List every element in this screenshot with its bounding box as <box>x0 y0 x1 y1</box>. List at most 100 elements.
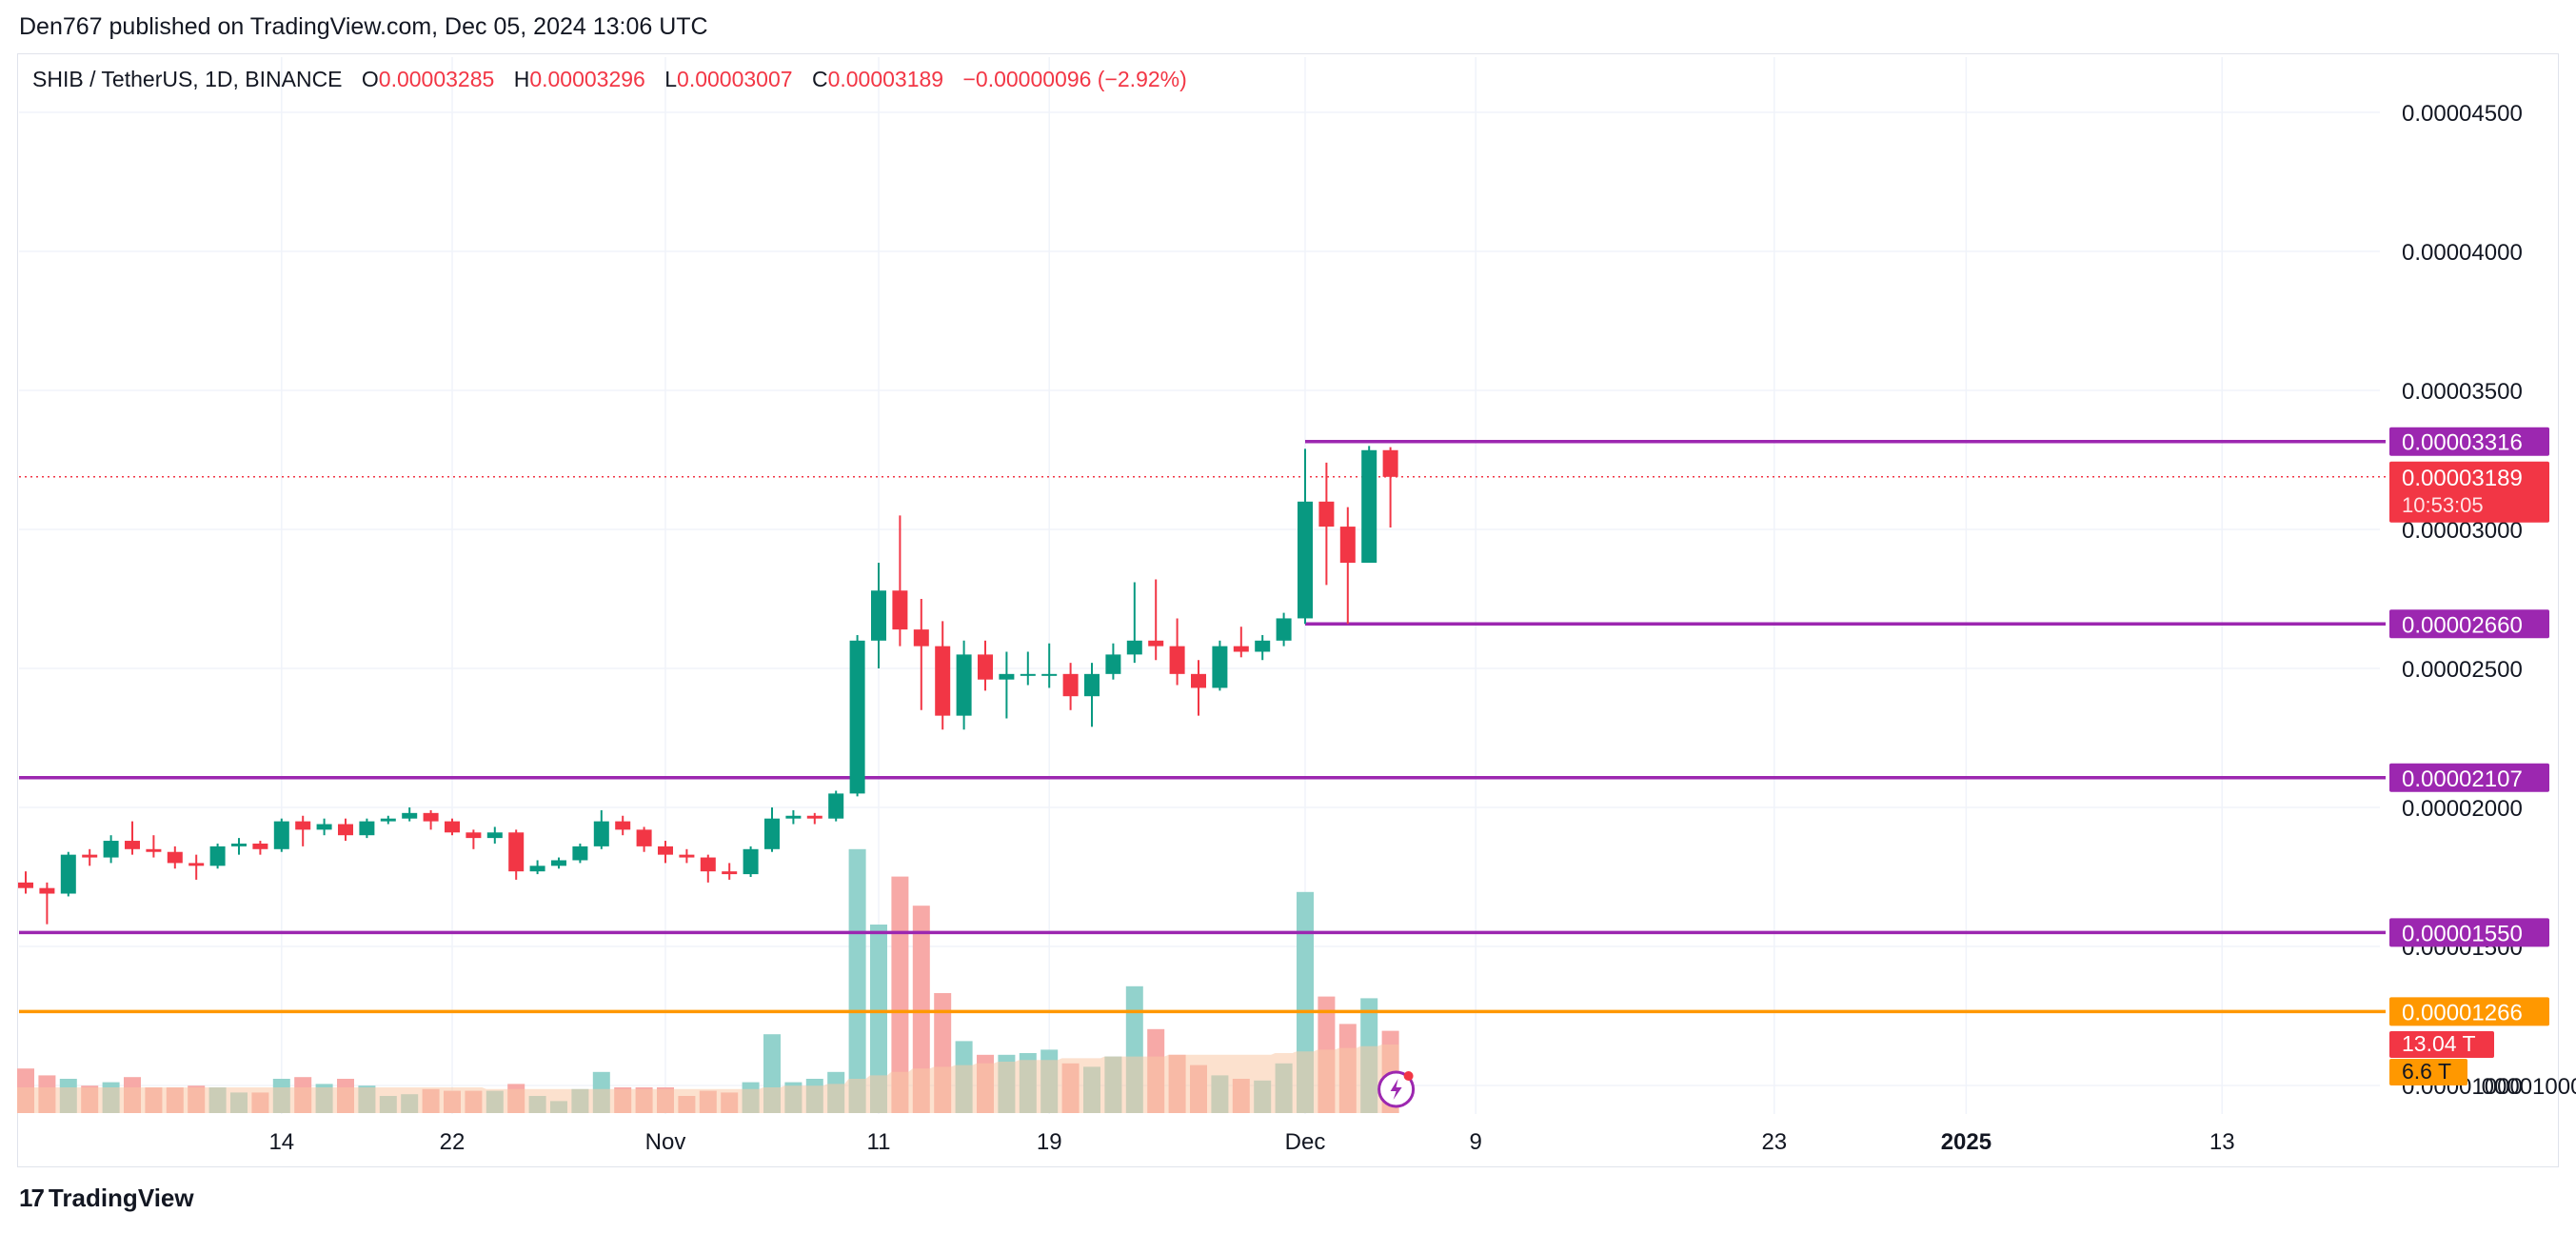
candle-body <box>1255 640 1271 652</box>
level-price-badge <box>2389 427 2549 456</box>
price-axis-label: 0.00003500 <box>2402 379 2523 405</box>
last-price-badge <box>2389 461 2549 523</box>
candle-body <box>1020 673 1036 676</box>
legend-change-value: −0.00000096 (−2.92%) <box>962 67 1187 91</box>
chart-frame[interactable] <box>17 53 2559 1167</box>
time-axis-label: 13 <box>2209 1129 2235 1155</box>
candle-body <box>402 812 418 819</box>
time-axis-label: 23 <box>1761 1129 1787 1155</box>
candle-body <box>743 848 759 875</box>
candle-body <box>508 832 525 872</box>
candle-body <box>572 846 588 861</box>
candle-body <box>316 824 332 830</box>
candle-body <box>978 654 993 680</box>
candle-body <box>273 821 289 849</box>
candle-body <box>1318 501 1335 527</box>
candle-body <box>1105 654 1121 674</box>
candle-body <box>252 843 268 849</box>
candle-body <box>167 851 183 864</box>
publisher-line: Den767 published on TradingView.com, Dec… <box>19 13 708 40</box>
candle-body <box>913 629 929 647</box>
lightning-bolt-icon <box>1390 1079 1402 1100</box>
tradingview-logo[interactable]: 17 TradingView <box>19 1184 194 1213</box>
volume-ma-area <box>17 1045 1399 1113</box>
time-axis-label: 19 <box>1037 1129 1062 1155</box>
time-axis-label: 2025 <box>1941 1129 1991 1155</box>
candle-body <box>486 832 503 839</box>
candle-body <box>529 866 545 872</box>
candle-body <box>380 818 396 822</box>
candle-body <box>722 871 738 875</box>
candle-body <box>1233 646 1249 652</box>
level-price-badge-text: 0.00002107 <box>2402 766 2523 792</box>
volume-bar <box>848 848 866 1113</box>
candle-body <box>1191 673 1206 688</box>
candle-body <box>1298 501 1313 619</box>
candle-body <box>806 815 822 819</box>
candle-body <box>188 863 205 866</box>
volume-bar <box>870 925 887 1113</box>
candle-body <box>1169 646 1185 674</box>
tradingview-logo-icon: 17 <box>19 1184 45 1212</box>
level-price-badge-text: 0.00003316 <box>2402 430 2523 456</box>
legend-symbol[interactable]: SHIB / TetherUS, 1D, BINANCE <box>32 67 343 91</box>
legend-open-label: O <box>361 67 379 91</box>
symbol-legend[interactable]: SHIB / TetherUS, 1D, BINANCE O0.00003285… <box>32 67 1187 92</box>
time-axis-label: 9 <box>1470 1129 1482 1155</box>
candle-body <box>1041 673 1058 676</box>
candle-body <box>1339 527 1356 564</box>
time-axis-label: 14 <box>268 1129 294 1155</box>
legend-low-label: L <box>664 67 678 91</box>
candle-body <box>828 793 844 819</box>
level-price-badge <box>2389 918 2549 947</box>
last-price-badge-text: 0.00003189 <box>2402 466 2523 491</box>
candle-body <box>146 848 162 852</box>
legend-close-value: 0.00003189 <box>827 67 944 91</box>
candle-body <box>785 815 802 819</box>
legend-high-label: H <box>513 67 530 91</box>
candle-body <box>1148 640 1164 647</box>
candle-body <box>295 821 311 830</box>
candle-body <box>423 812 439 822</box>
level-price-badge <box>2389 997 2549 1026</box>
candle-body <box>1126 640 1142 655</box>
notification-dot-icon <box>1403 1071 1414 1081</box>
candle-body <box>466 832 482 839</box>
volume-badge-text: 6.6 T <box>2402 1059 2451 1084</box>
time-axis-label: Nov <box>645 1129 686 1155</box>
legend-close-label: C <box>811 67 828 91</box>
level-price-badge-text: 0.00002660 <box>2402 612 2523 638</box>
time-axis-label: 22 <box>440 1129 466 1155</box>
time-axis-label: Dec <box>1285 1129 1326 1155</box>
price-axis-label: 0.00002000 <box>2402 796 2523 822</box>
candle-body <box>700 857 716 872</box>
candle-body <box>103 841 119 858</box>
candle-body <box>209 846 226 866</box>
candle-body <box>1084 673 1100 697</box>
legend-high-value: 0.00003296 <box>529 67 645 91</box>
price-countdown-text: 10:53:05 <box>2402 493 2484 517</box>
price-axis-label: 0.00002500 <box>2402 657 2523 683</box>
candle-body <box>82 854 98 858</box>
volume-badge-text: 13.04 T <box>2402 1031 2476 1056</box>
candle-body <box>615 821 631 830</box>
candle-body <box>999 673 1015 680</box>
volume-bar <box>912 906 930 1113</box>
candle-body <box>1062 673 1079 697</box>
candle-body <box>935 646 951 716</box>
volume-bar <box>891 876 909 1113</box>
candle-body <box>359 821 375 836</box>
legend-low-value: 0.00003007 <box>677 67 793 91</box>
volume-badge <box>2389 1031 2494 1058</box>
level-price-badge-text: 0.00001550 <box>2402 921 2523 946</box>
candle-body <box>1361 449 1377 564</box>
time-axis-label: 11 <box>867 1129 891 1155</box>
candle-body <box>338 824 353 836</box>
candle-body <box>636 829 652 846</box>
candle-body <box>445 821 460 833</box>
volume-badge <box>2389 1059 2467 1085</box>
candle-body <box>231 843 247 846</box>
price-axis-label-partial: .00001000 <box>2475 1074 2576 1100</box>
candle-body <box>956 654 972 716</box>
